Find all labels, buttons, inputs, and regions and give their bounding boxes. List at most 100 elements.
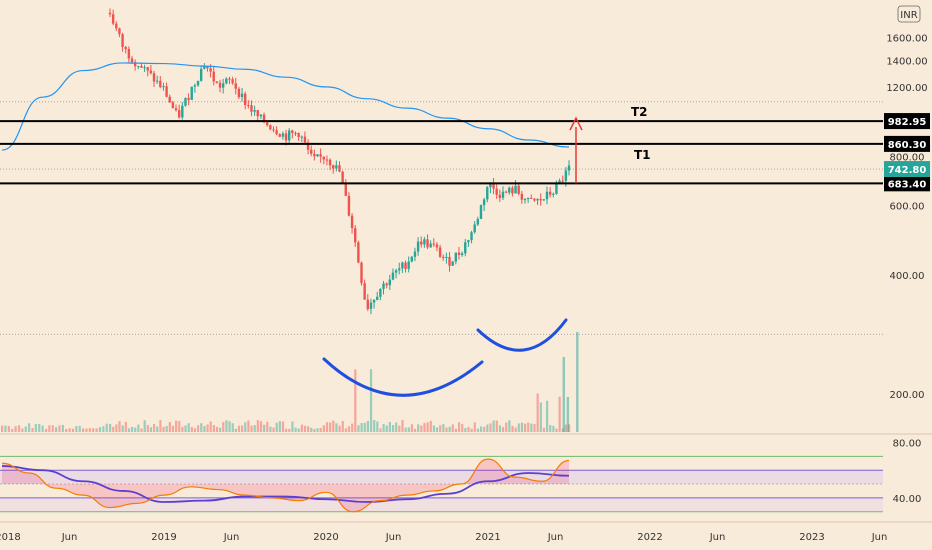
candle-body: [376, 296, 379, 300]
target-label-t1: T1: [634, 148, 651, 162]
candle-body: [171, 102, 175, 109]
moving-average-line: [1, 62, 570, 151]
time-axis-tick-label: 2019: [151, 532, 176, 543]
volume-bar: [398, 425, 401, 432]
candle-body: [338, 165, 341, 172]
candle-body: [407, 261, 410, 269]
volume-bar: [511, 425, 514, 432]
indicator-line: [1, 458, 570, 513]
volume-bar: [259, 421, 263, 432]
candle-body: [347, 195, 351, 216]
volume-bar: [184, 425, 187, 432]
volume-bar: [310, 427, 313, 432]
candle-body: [360, 262, 363, 284]
volume-bar: [351, 423, 354, 432]
volume-bar: [219, 427, 222, 432]
volume-bar: [31, 427, 34, 432]
volume-bar: [517, 423, 520, 432]
volume-bar: [558, 396, 561, 432]
volume-bar: [193, 428, 197, 432]
volume-bar: [549, 425, 552, 432]
candle-body: [564, 170, 568, 181]
volume-bar: [533, 423, 536, 432]
candle-body: [121, 34, 124, 48]
volume-bar: [489, 423, 492, 432]
candle-body: [354, 228, 357, 243]
candle-body: [350, 215, 354, 229]
candle-body: [451, 261, 454, 266]
volume-bar: [105, 423, 108, 432]
candle-body: [303, 136, 307, 143]
volume-bar: [21, 428, 24, 432]
candle-body: [341, 171, 344, 184]
volume-bar: [209, 421, 212, 432]
volume-bar: [143, 420, 146, 432]
candle-body: [278, 134, 281, 137]
volume-bar: [291, 421, 294, 432]
candle-body: [328, 159, 332, 166]
volume-bar: [131, 426, 134, 432]
candle-body: [391, 272, 395, 280]
candle-body: [379, 288, 382, 297]
volume-bar: [322, 425, 325, 432]
candle-body: [442, 256, 445, 258]
volume-bar: [215, 426, 219, 432]
volume-bar: [41, 425, 44, 432]
candle-body: [199, 68, 203, 81]
candle-body: [149, 70, 153, 74]
volume-bar: [269, 426, 272, 432]
candle-body: [382, 283, 385, 289]
volume-bar: [275, 422, 278, 432]
time-axis-tick-label: 2021: [475, 532, 500, 543]
candle-body: [561, 180, 564, 182]
volume-bar: [442, 423, 445, 432]
candle-body: [498, 194, 502, 198]
candle-body: [426, 239, 429, 248]
volume-bar: [439, 425, 442, 432]
candle-body: [457, 252, 461, 256]
volume-bar: [68, 428, 71, 432]
price-axis-tick-label: 400.00: [890, 271, 925, 282]
candle-body: [479, 205, 483, 219]
candle-body: [325, 159, 329, 161]
candle-body: [297, 133, 300, 138]
price-axis-tick-label: 800.00: [890, 152, 925, 163]
volume-bar: [112, 426, 115, 432]
volume-bar: [564, 424, 568, 432]
candle-body: [398, 268, 401, 271]
volume-bar: [253, 425, 256, 432]
volume-bar: [55, 427, 58, 432]
candle-body: [209, 68, 212, 72]
volume-bar: [382, 424, 385, 432]
candle-body: [284, 133, 288, 141]
candle-body: [174, 108, 178, 111]
candle-body: [460, 253, 464, 256]
volume-bar: [203, 426, 206, 432]
volume-bar: [168, 422, 171, 432]
price-level-label-box: [884, 113, 930, 130]
candle-body: [256, 110, 259, 117]
volume-bar: [313, 428, 316, 432]
candle-body: [275, 130, 278, 135]
candle-body: [555, 184, 558, 194]
indicator-fill: [2, 459, 569, 512]
volume-bar: [391, 425, 395, 432]
candle-body: [539, 198, 542, 201]
candle-body: [243, 93, 247, 106]
volume-bar: [451, 424, 454, 432]
candle-body: [181, 105, 184, 118]
candle-body: [218, 82, 222, 88]
candle-body: [143, 67, 146, 69]
candle-body: [168, 96, 171, 103]
candle-body: [237, 88, 241, 98]
candle-body: [388, 279, 392, 286]
candle-body: [542, 199, 546, 201]
target-arrow-head: [569, 116, 583, 131]
volume-bar: [134, 427, 137, 432]
candle-body: [193, 85, 197, 87]
volume-bar: [109, 423, 112, 432]
volume-bar: [118, 421, 121, 432]
last-price-label: 742.80: [888, 165, 927, 176]
candle-body: [316, 154, 319, 157]
